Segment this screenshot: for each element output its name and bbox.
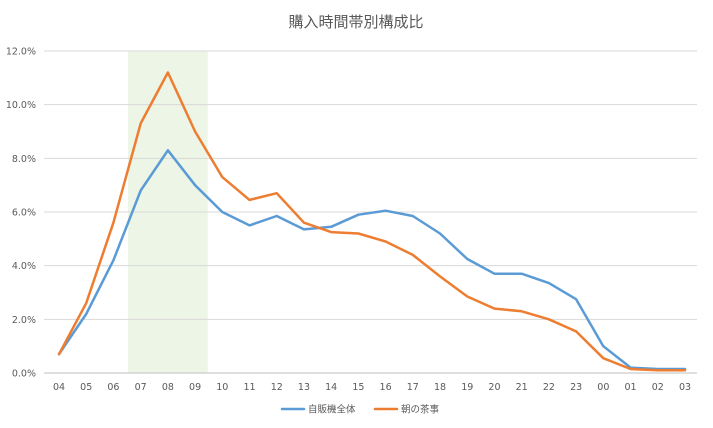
x-tick-label: 06 — [107, 382, 119, 393]
x-tick-label: 07 — [135, 382, 147, 393]
legend: 自販機全体 朝の茶事 — [280, 404, 440, 416]
x-tick-label: 16 — [380, 382, 392, 393]
x-tick-label: 10 — [216, 382, 228, 393]
legend-label: 自販機全体 — [308, 404, 356, 416]
legend-label: 朝の茶事 — [401, 404, 440, 416]
y-tick-label: 0.0% — [12, 369, 36, 380]
x-tick-label: 18 — [434, 382, 446, 393]
y-axis-tick-labels: 0.0% 2.0% 4.0% 6.0% 8.0% 10.0% 12.0% — [6, 47, 36, 380]
x-axis-tick-labels: 04 05 06 07 08 09 10 11 12 13 14 15 16 17 18 19 20 21 22 23… — [53, 382, 691, 393]
x-tick-label: 17 — [407, 382, 419, 393]
x-tick-label: 04 — [53, 382, 65, 393]
x-tick-label: 05 — [80, 382, 92, 393]
chart-title: 購入時間帯別構成比 — [288, 13, 423, 31]
y-tick-label: 12.0% — [6, 47, 36, 58]
x-tick-label: 12 — [271, 382, 283, 393]
x-tick-label: 02 — [652, 382, 664, 393]
series-line-1 — [57, 71, 687, 372]
y-tick-label: 4.0% — [12, 261, 36, 272]
x-tick-label: 13 — [298, 382, 310, 393]
gridlines — [44, 50, 697, 374]
series-line-0 — [57, 149, 687, 371]
y-tick-label: 6.0% — [12, 208, 36, 219]
x-tick-label: 09 — [189, 382, 201, 393]
y-tick-label: 2.0% — [12, 315, 36, 326]
x-tick-label: 20 — [488, 382, 500, 393]
series-lines — [57, 71, 687, 372]
x-tick-label: 23 — [570, 382, 582, 393]
x-tick-label: 14 — [325, 382, 337, 393]
x-tick-label: 15 — [352, 382, 364, 393]
x-tick-label: 00 — [597, 382, 609, 393]
x-tick-label: 21 — [516, 382, 528, 393]
x-tick-label: 01 — [625, 382, 637, 393]
x-tick-label: 11 — [243, 382, 255, 393]
x-tick-label: 03 — [679, 382, 691, 393]
y-tick-label: 8.0% — [12, 154, 36, 165]
x-tick-label: 08 — [162, 382, 174, 393]
y-tick-label: 10.0% — [6, 100, 36, 111]
x-tick-label: 22 — [543, 382, 555, 393]
x-tick-label: 19 — [461, 382, 473, 393]
